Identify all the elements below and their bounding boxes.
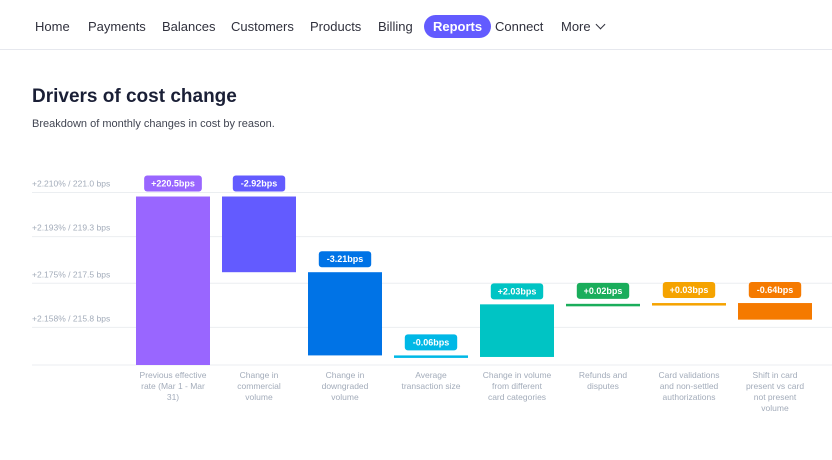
value-badge	[490, 283, 544, 300]
nav-item-balances[interactable]: Balances	[162, 19, 216, 34]
chevron-down-icon	[595, 19, 606, 30]
nav-more-menu[interactable]: More	[561, 15, 606, 38]
y-tick-label: +2.175% / 217.5 bps	[32, 269, 110, 279]
y-tick-label: +2.210% / 221.0 bps	[32, 179, 110, 189]
waterfall-bar	[308, 272, 382, 356]
waterfall-bar	[394, 355, 468, 358]
data-label: -2.92bps	[241, 179, 278, 189]
nav-item-products[interactable]: Products	[310, 19, 362, 34]
waterfall-bar	[566, 303, 640, 307]
data-label: +0.03bps	[670, 285, 709, 295]
waterfall-bar	[480, 304, 554, 357]
y-tick-label: +2.158% / 215.8 bps	[32, 313, 110, 323]
nav-item-payments[interactable]: Payments	[88, 19, 146, 34]
nav-item-billing[interactable]: Billing	[378, 19, 413, 34]
top-navigation: Home Payments Balances Customers Product…	[0, 0, 832, 50]
value-badge	[662, 282, 716, 299]
x-tick-label: Change in commercial volume	[237, 370, 281, 402]
waterfall-bar	[738, 303, 812, 320]
y-tick-label: +2.193% / 219.3 bps	[32, 223, 110, 233]
x-tick-label: Shift in card present vs card not present v…	[746, 370, 804, 413]
value-badge	[144, 175, 202, 192]
nav-item-connect[interactable]: Connect	[495, 19, 544, 34]
x-tick-label: Refunds and disputes	[579, 370, 627, 391]
data-label: +220.5bps	[151, 179, 195, 189]
nav-more-label: More	[561, 19, 591, 34]
data-label: -0.64bps	[757, 285, 794, 295]
waterfall-bar	[222, 196, 296, 273]
x-tick-label: Previous effective rate (Mar 1 - Mar 31)	[140, 370, 207, 402]
nav-item-home[interactable]: Home	[35, 19, 70, 34]
nav-item-reports[interactable]: Reports	[424, 15, 492, 38]
page-subtitle: Breakdown of monthly changes in cost by …	[32, 118, 275, 130]
value-badge	[404, 334, 458, 351]
waterfall-bar	[136, 196, 210, 365]
data-label: +0.02bps	[584, 286, 623, 296]
nav-item-customers[interactable]: Customers	[231, 19, 294, 34]
x-tick-label: Average transaction size	[401, 370, 460, 391]
value-badge	[748, 282, 802, 299]
value-badge	[576, 282, 630, 299]
value-badge	[232, 175, 286, 192]
data-label: +2.03bps	[498, 286, 537, 296]
x-tick-label: Change in downgraded volume	[322, 370, 369, 402]
waterfall-bar	[652, 303, 726, 306]
x-tick-label: Card validations and non-settled authoriza…	[659, 370, 720, 402]
page-title: Drivers of cost change	[32, 86, 237, 107]
cost-change-waterfall-chart: +2.210% / 221.0 bps +2.193% / 219.3 bps +2…	[32, 175, 832, 413]
value-badge	[318, 251, 372, 268]
x-tick-label: Change in volume from different card categ…	[483, 370, 552, 402]
data-label: -3.21bps	[327, 254, 364, 264]
data-label: -0.06bps	[413, 337, 450, 347]
